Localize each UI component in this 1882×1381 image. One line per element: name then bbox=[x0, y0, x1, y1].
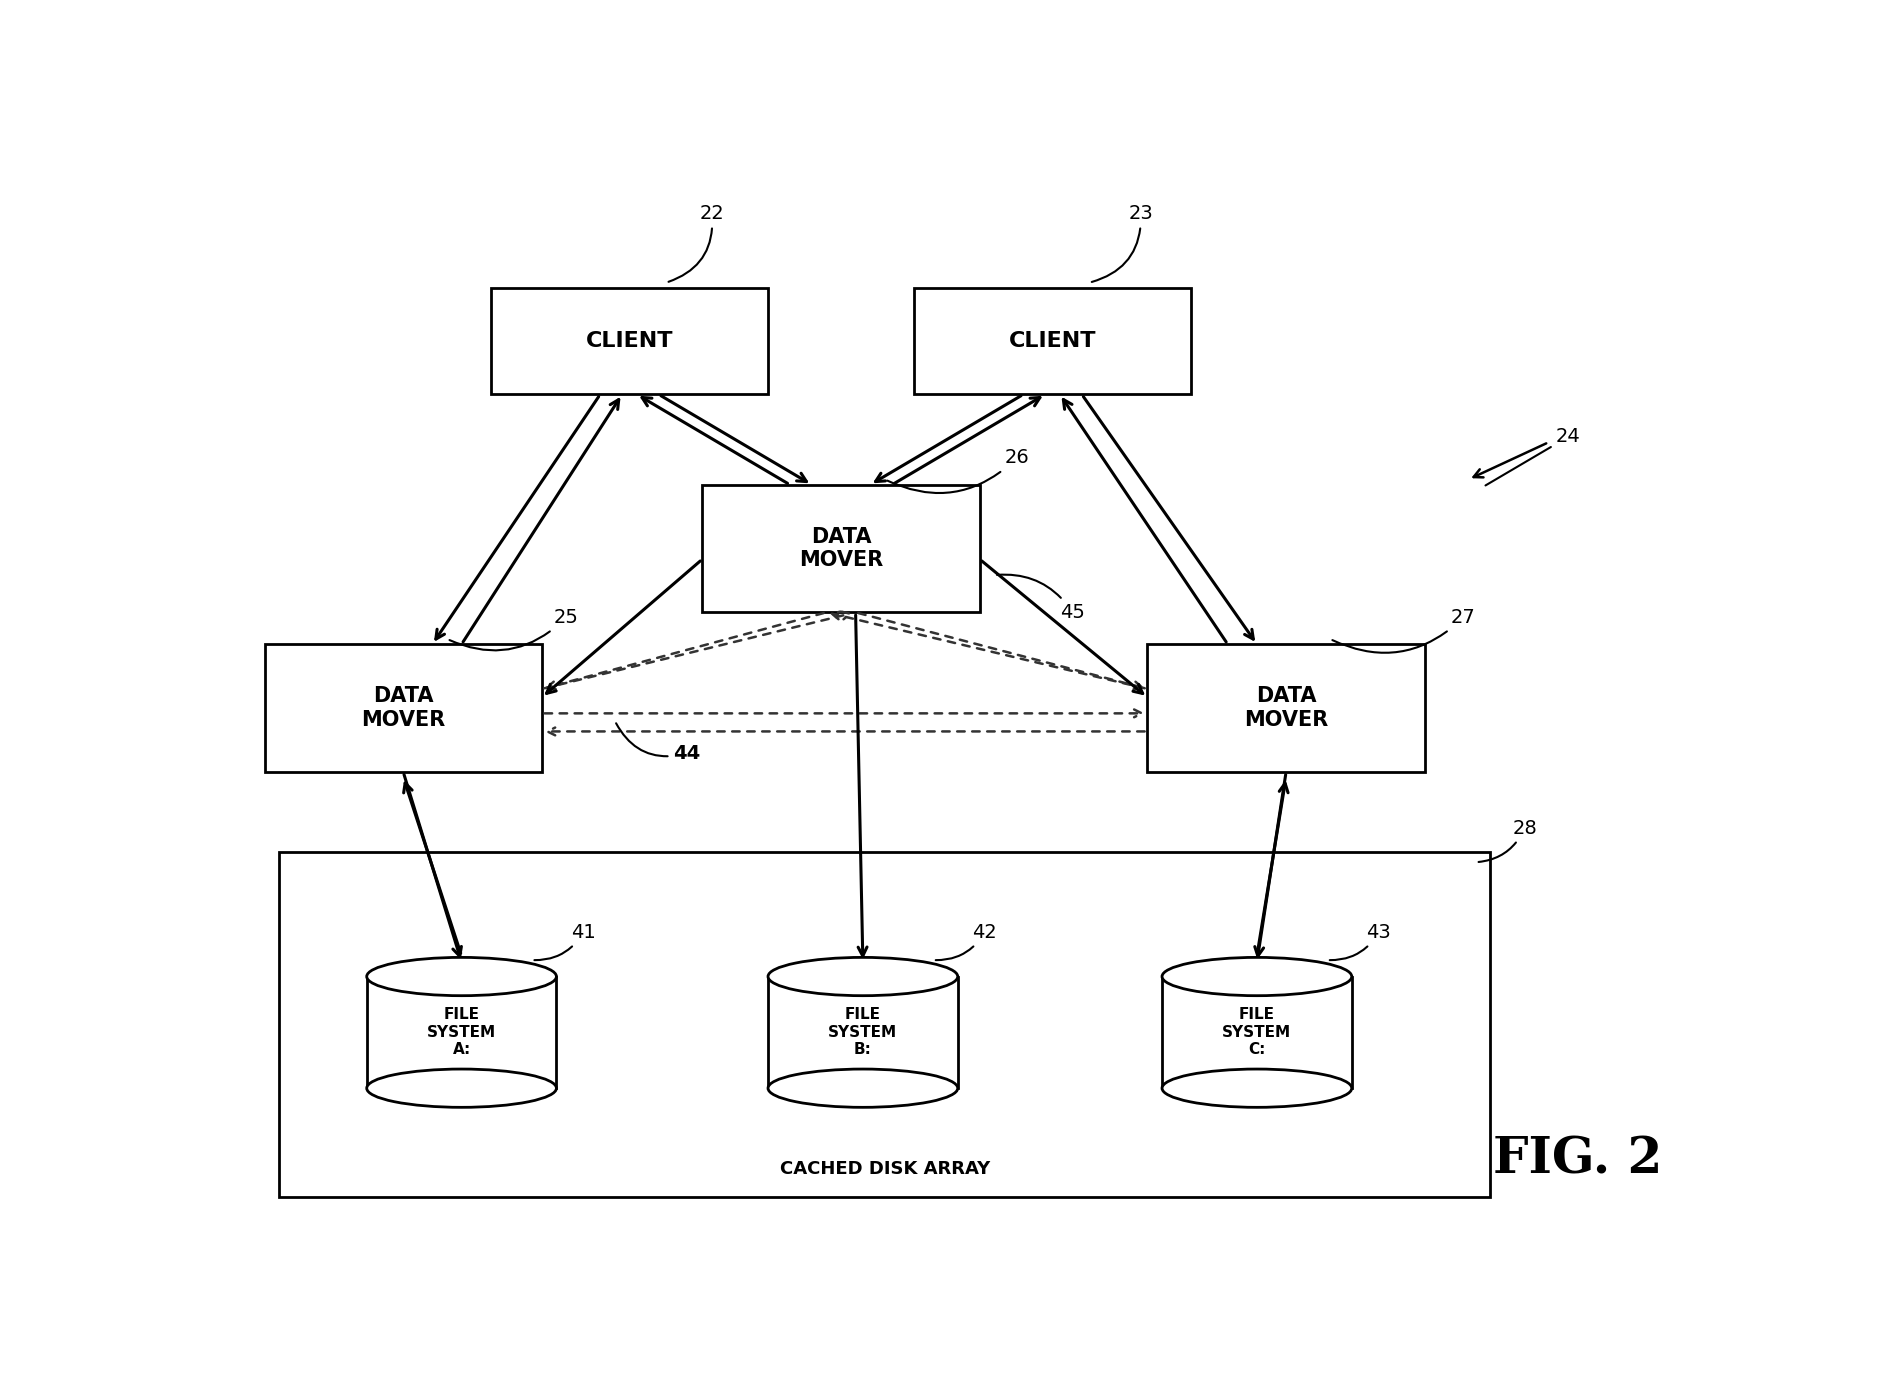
Text: 22: 22 bbox=[668, 204, 725, 282]
Bar bbox=[702, 485, 979, 612]
Ellipse shape bbox=[768, 1069, 958, 1108]
Text: FILE
SYSTEM
B:: FILE SYSTEM B: bbox=[828, 1008, 898, 1058]
Text: 27: 27 bbox=[1332, 608, 1475, 653]
Text: CACHED DISK ARRAY: CACHED DISK ARRAY bbox=[779, 1160, 990, 1178]
Ellipse shape bbox=[367, 957, 557, 996]
Text: 43: 43 bbox=[1329, 923, 1391, 960]
Text: 41: 41 bbox=[534, 923, 595, 960]
Bar bbox=[1146, 645, 1425, 772]
Bar bbox=[913, 289, 1191, 395]
Text: 26: 26 bbox=[886, 449, 1029, 493]
Text: 42: 42 bbox=[935, 923, 997, 960]
Ellipse shape bbox=[768, 957, 958, 996]
Text: FIG. 2: FIG. 2 bbox=[1492, 1135, 1662, 1185]
Bar bbox=[279, 852, 1489, 1197]
Text: CLIENT: CLIENT bbox=[585, 331, 672, 351]
Text: 45: 45 bbox=[996, 574, 1084, 621]
Bar bbox=[367, 976, 557, 1088]
Text: CLIENT: CLIENT bbox=[1009, 331, 1095, 351]
Bar bbox=[491, 289, 768, 395]
Ellipse shape bbox=[367, 1069, 557, 1108]
Text: DATA
MOVER: DATA MOVER bbox=[1244, 686, 1327, 729]
Text: 23: 23 bbox=[1092, 204, 1152, 282]
Text: 44: 44 bbox=[615, 724, 700, 764]
Bar bbox=[263, 645, 542, 772]
Text: 28: 28 bbox=[1477, 819, 1536, 862]
Text: 24: 24 bbox=[1485, 427, 1581, 486]
Text: 25: 25 bbox=[450, 608, 578, 650]
Ellipse shape bbox=[1161, 1069, 1351, 1108]
Text: FILE
SYSTEM
C:: FILE SYSTEM C: bbox=[1221, 1008, 1291, 1058]
Bar bbox=[1161, 976, 1351, 1088]
Text: DATA
MOVER: DATA MOVER bbox=[361, 686, 444, 729]
Ellipse shape bbox=[1161, 957, 1351, 996]
Text: DATA
MOVER: DATA MOVER bbox=[798, 528, 883, 570]
Text: FILE
SYSTEM
A:: FILE SYSTEM A: bbox=[427, 1008, 495, 1058]
Bar bbox=[768, 976, 958, 1088]
